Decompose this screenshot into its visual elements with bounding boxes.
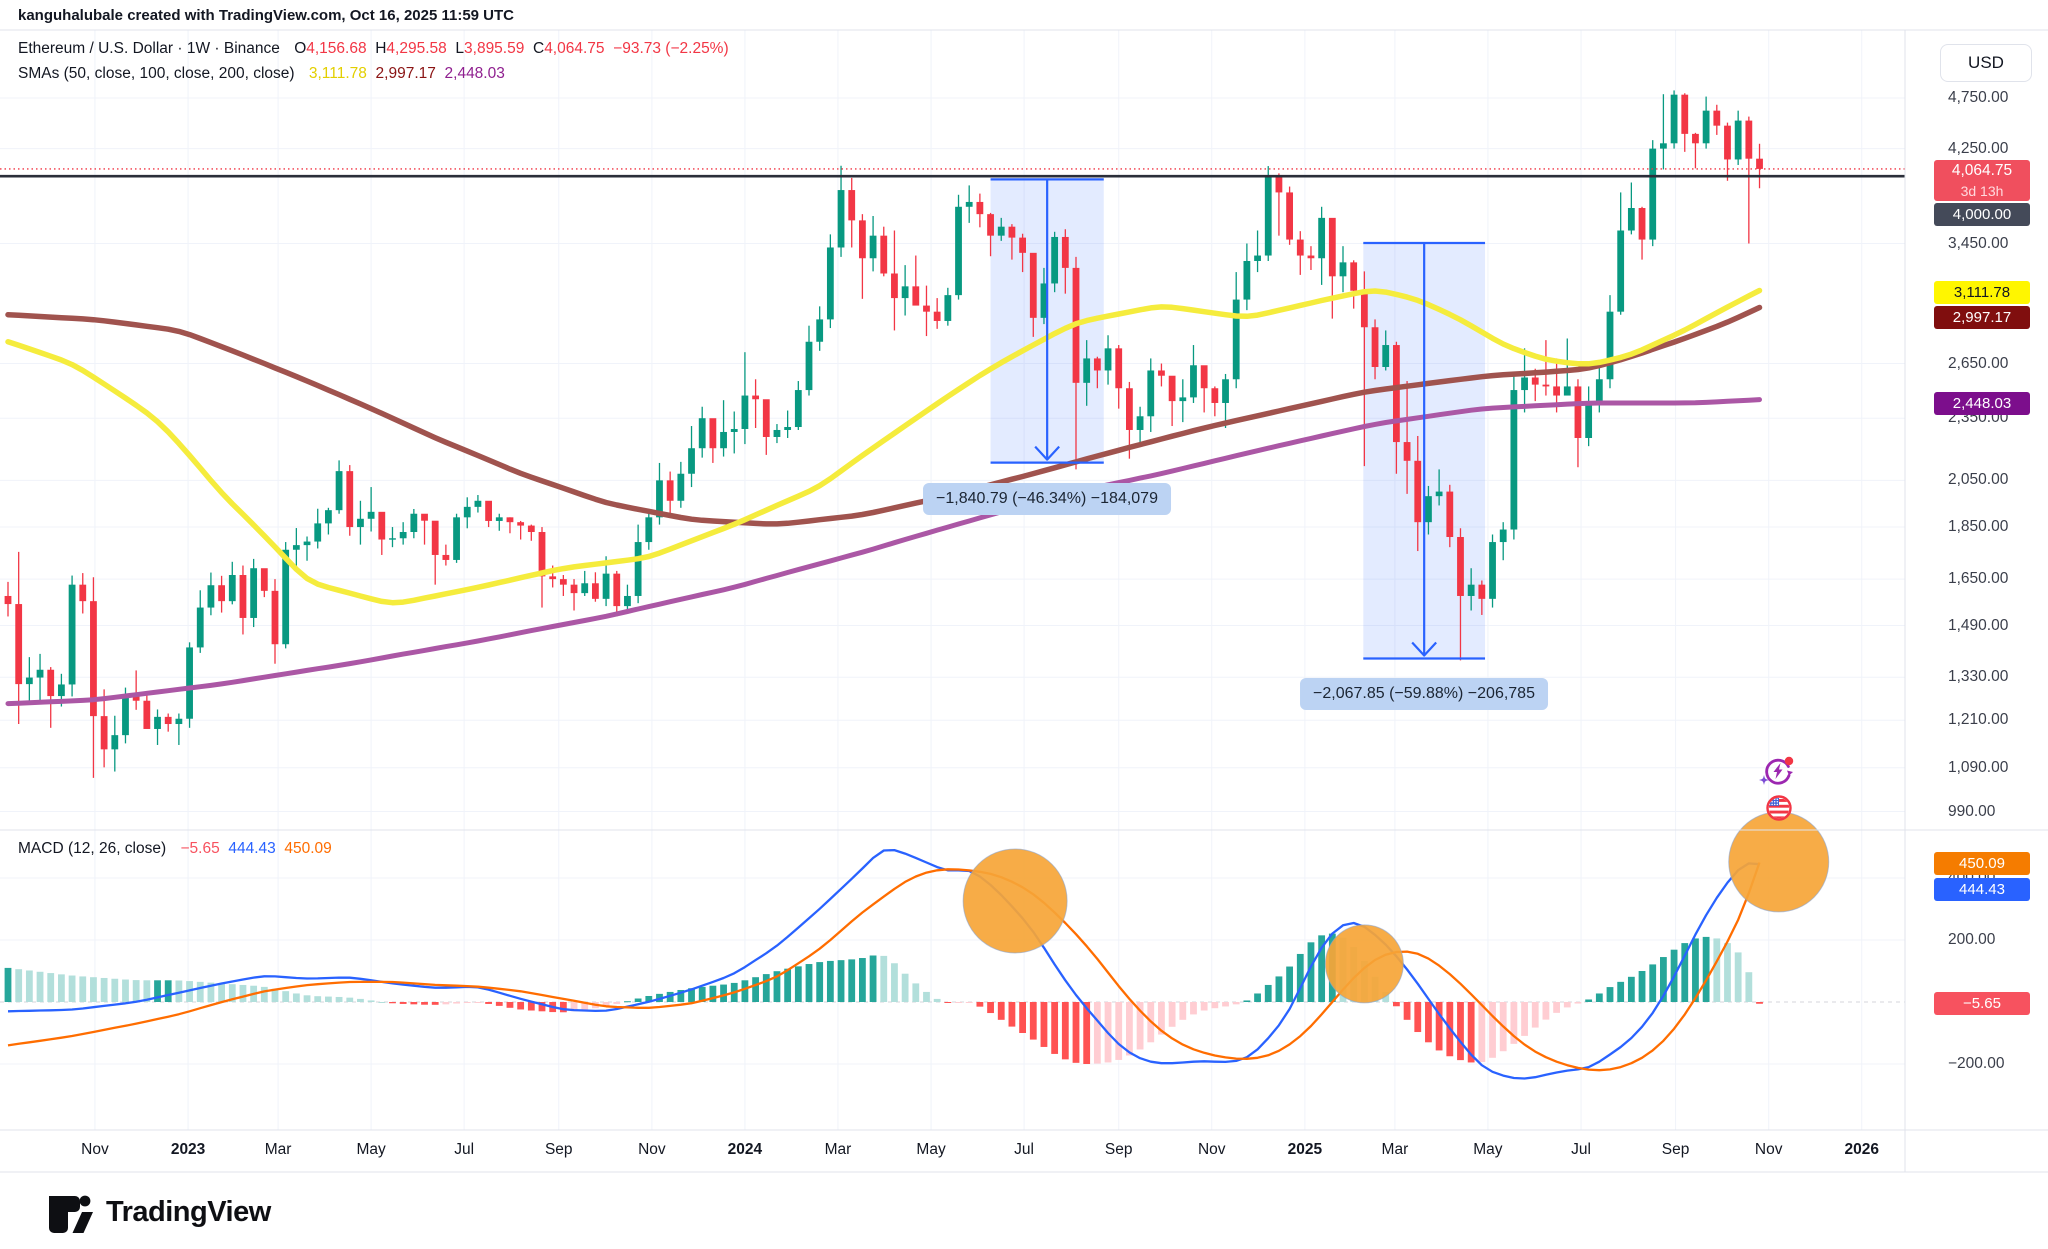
time-axis-label: Nov	[1754, 1141, 1783, 1158]
time-axis-label: Mar	[1381, 1141, 1409, 1158]
price-tick-label: 1,850.00	[1948, 518, 2009, 536]
sma-legend-label: SMAs (50, close, 100, close, 200, close)	[18, 65, 295, 82]
price-tick-label: 990.00	[1948, 802, 1996, 820]
price-tick-label: 1,490.00	[1948, 616, 2009, 634]
high-label: H	[375, 40, 387, 57]
open-value: 4,156.68	[306, 40, 367, 57]
price-tick-label: 2,650.00	[1948, 354, 2009, 372]
low-label: L	[455, 40, 465, 57]
sma50-badge: 3,111.78	[1934, 281, 2030, 304]
time-axis-label: May	[356, 1141, 386, 1158]
price-tick-label: 1,330.00	[1948, 668, 2009, 686]
price-tick-label: 1,090.00	[1948, 758, 2009, 776]
time-axis-label: 2025	[1287, 1141, 1323, 1158]
sma100-badge: 2,997.17	[1934, 306, 2030, 329]
currency-toggle-button[interactable]: USD	[1940, 44, 2032, 82]
price-tick-label: 1,650.00	[1948, 570, 2009, 588]
last-price-badge: 4,064.75 3d 13h	[1934, 160, 2030, 201]
time-axis-label: Nov	[1197, 1141, 1226, 1158]
macd-legend[interactable]: MACD (12, 26, close) −5.65 444.43 450.09	[18, 840, 332, 858]
time-axis-label: Sep	[544, 1141, 573, 1158]
sma200-badge: 2,448.03	[1934, 392, 2030, 415]
price-tick-label: 4,750.00	[1948, 89, 2009, 106]
macd-legend-label: MACD (12, 26, close)	[18, 840, 167, 857]
time-axis-label: May	[916, 1141, 946, 1158]
change-value: −93.73 (−2.25%)	[613, 40, 729, 57]
macd-signal-value: 450.09	[284, 840, 332, 857]
price-tick-label: 4,250.00	[1948, 139, 2009, 157]
sma-legend[interactable]: SMAs (50, close, 100, close, 200, close)…	[18, 65, 505, 83]
tradingview-logo-icon[interactable]	[46, 1192, 98, 1238]
close-label: C	[532, 40, 545, 57]
attribution-text: kanguhalubale created with TradingView.c…	[18, 7, 515, 24]
macd-hist-badge: −5.65	[1934, 992, 2030, 1015]
symbol-legend[interactable]: Ethereum / U.S. Dollar · 1W · Binance O4…	[18, 40, 729, 58]
macd-tick-label: 200.00	[1948, 931, 1996, 948]
footer-brand-text: TradingView	[106, 1196, 271, 1228]
price-tick-label: 3,450.00	[1948, 234, 2009, 252]
time-axis-label: Sep	[1104, 1141, 1133, 1158]
time-axis-label: 2023	[170, 1141, 206, 1158]
horizontal-line-badge: 4,000.00	[1934, 203, 2030, 226]
time-axis-label: Nov	[81, 1141, 109, 1158]
measure-label-1[interactable]: −1,840.79 (−46.34%) −184,079	[923, 483, 1171, 515]
us-flag-icon[interactable]	[1766, 795, 1792, 821]
sma100-value: 2,997.17	[375, 65, 436, 82]
price-tick-label: 1,210.00	[1948, 711, 2009, 729]
high-value: 4,295.58	[386, 40, 447, 57]
time-axis-label: Nov	[638, 1141, 666, 1158]
ai-refresh-icon[interactable]	[1759, 756, 1794, 785]
close-value: 4,064.75	[544, 40, 605, 57]
macd-signal-badge: 450.09	[1934, 852, 2030, 875]
sma50-value: 3,111.78	[308, 65, 367, 82]
price-tick-label: 2,050.00	[1948, 471, 2009, 489]
sma200-value: 2,448.03	[444, 65, 505, 82]
macd-line-value: 444.43	[228, 840, 276, 857]
time-axis-label: Mar	[824, 1141, 852, 1158]
macd-line-badge: 444.43	[1934, 878, 2030, 901]
measure-label-2[interactable]: −2,067.85 (−59.88%) −206,785	[1300, 678, 1548, 710]
time-axis-label: May	[1473, 1141, 1503, 1158]
time-axis-label: 2026	[1844, 1141, 1879, 1158]
time-axis-label: Jul	[454, 1141, 475, 1158]
time-axis-label: Sep	[1661, 1141, 1690, 1158]
time-axis-label: Mar	[264, 1141, 292, 1158]
macd-hist-value: −5.65	[180, 840, 220, 857]
open-label: O	[294, 40, 307, 57]
time-axis-label: 2024	[727, 1141, 763, 1158]
bar-countdown: 3d 13h	[1960, 183, 2004, 199]
last-price-value: 4,064.75	[1951, 162, 2013, 179]
time-axis-label: Jul	[1571, 1141, 1591, 1158]
low-value: 3,895.59	[464, 40, 525, 57]
time-axis-label: Jul	[1014, 1141, 1035, 1158]
macd-tick-label: −200.00	[1948, 1055, 2005, 1072]
symbol-title: Ethereum / U.S. Dollar · 1W · Binance	[18, 40, 280, 57]
